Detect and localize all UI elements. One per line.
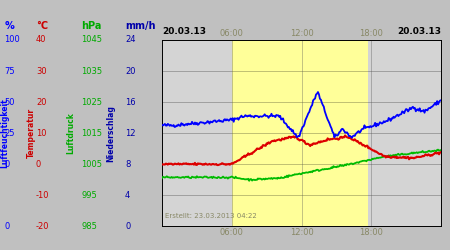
- Text: Erstellt: 23.03.2013 04:22: Erstellt: 23.03.2013 04:22: [165, 213, 256, 219]
- Text: 985: 985: [81, 222, 97, 231]
- Text: Luftdruck: Luftdruck: [67, 112, 76, 154]
- Text: hPa: hPa: [81, 21, 101, 31]
- Text: 0: 0: [4, 222, 10, 231]
- Text: 1035: 1035: [81, 66, 102, 76]
- Text: 1025: 1025: [81, 98, 102, 106]
- Text: 1005: 1005: [81, 160, 102, 169]
- Text: Niederschlag: Niederschlag: [107, 105, 116, 162]
- Text: 12: 12: [125, 128, 135, 138]
- Text: 0: 0: [36, 160, 41, 169]
- Text: 25: 25: [4, 128, 15, 138]
- Text: 8: 8: [125, 160, 130, 169]
- Text: 20: 20: [36, 98, 46, 106]
- Text: °C: °C: [36, 21, 48, 31]
- Bar: [232, 40, 369, 226]
- Text: 0: 0: [4, 160, 10, 169]
- Text: 20.03.13: 20.03.13: [162, 27, 206, 36]
- Text: 20.03.13: 20.03.13: [397, 27, 441, 36]
- Text: 20: 20: [125, 66, 135, 76]
- Text: 30: 30: [36, 66, 47, 76]
- Text: 40: 40: [36, 36, 46, 44]
- Text: 75: 75: [4, 66, 15, 76]
- Text: 50: 50: [4, 98, 15, 106]
- Text: Temperatur: Temperatur: [27, 108, 36, 158]
- Text: 0: 0: [125, 222, 130, 231]
- Text: 1015: 1015: [81, 128, 102, 138]
- Text: 10: 10: [36, 128, 46, 138]
- Text: 4: 4: [125, 191, 130, 200]
- Text: 100: 100: [4, 36, 20, 44]
- Text: %: %: [4, 21, 14, 31]
- Text: 24: 24: [125, 36, 135, 44]
- Text: mm/h: mm/h: [125, 21, 156, 31]
- Text: Luftfeuchtigkeit: Luftfeuchtigkeit: [0, 98, 9, 168]
- Text: 16: 16: [125, 98, 136, 106]
- Text: -20: -20: [36, 222, 50, 231]
- Text: 1045: 1045: [81, 36, 102, 44]
- Text: 995: 995: [81, 191, 97, 200]
- Text: -10: -10: [36, 191, 50, 200]
